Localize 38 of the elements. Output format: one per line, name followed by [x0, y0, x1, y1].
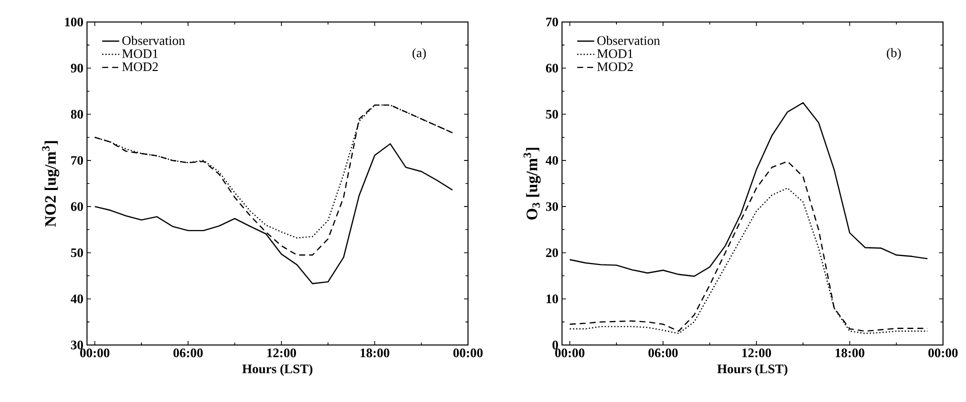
- legend-label: MOD2: [597, 62, 633, 72]
- x-tick-label: 12:00: [267, 348, 296, 358]
- legend-label: MOD1: [122, 49, 158, 58]
- x-tick-label: 00:00: [453, 348, 483, 358]
- y-tick-label: 50: [546, 110, 558, 119]
- y-tick-label: 90: [70, 64, 83, 73]
- x-tick-label: 18:00: [360, 348, 390, 358]
- x-tick-label: 00:00: [555, 348, 584, 358]
- y-tick-label: 30: [546, 202, 558, 211]
- x-axis-title: Hours (LST): [717, 364, 788, 376]
- y-tick-label: 10: [546, 294, 558, 304]
- x-tick-label: 00:00: [928, 348, 958, 358]
- y-tick-label: 0: [552, 340, 558, 350]
- x-axis-title: Hours (LST): [242, 364, 312, 376]
- legend-label: Observation: [597, 36, 660, 45]
- annotation: (b): [886, 48, 901, 60]
- y-tick-label: 70: [546, 18, 558, 26]
- legend-label: MOD1: [597, 49, 633, 58]
- legend-label: Observation: [122, 36, 185, 45]
- y-axis-title: NO2 [ug/m$^{3}$]: [42, 141, 60, 227]
- y-tick-label: 100: [65, 18, 83, 26]
- y-tick-label: 40: [70, 294, 83, 304]
- x-tick-label: 12:00: [742, 348, 772, 358]
- y-tick-label: 30: [71, 340, 83, 350]
- annotation: (a): [412, 48, 426, 60]
- x-tick-label: 00:00: [80, 348, 110, 358]
- legend-label: MOD2: [122, 62, 158, 72]
- x-tick-label: 06:00: [173, 348, 203, 358]
- y-tick-label: 70: [71, 156, 83, 165]
- y-tick-label: 50: [71, 248, 83, 258]
- y-tick-label: 20: [546, 248, 558, 258]
- y-tick-label: 80: [70, 110, 83, 119]
- x-tick-label: 18:00: [836, 348, 864, 358]
- y-tick-label: 40: [546, 156, 558, 165]
- x-tick-label: 06:00: [648, 348, 678, 358]
- y-tick-label: 60: [70, 202, 83, 211]
- y-tick-label: 60: [546, 64, 558, 73]
- y-axis-title: O$_{3}$ [ug/m$^{3}$]: [524, 148, 541, 220]
